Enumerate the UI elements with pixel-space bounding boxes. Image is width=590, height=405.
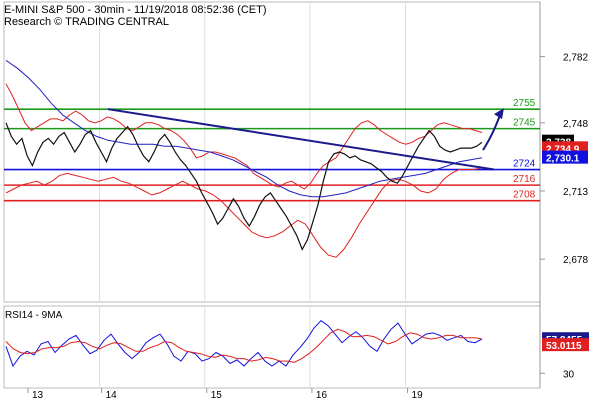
rsi-ma-value-box <box>542 338 589 352</box>
level-labels: 2755 2745 2724 2716 2708 <box>513 98 536 201</box>
rsi-ma-line <box>5 328 483 363</box>
price-tick-label: 2,748 <box>563 119 588 130</box>
price-tick-label: 2,678 <box>563 255 588 266</box>
rsi-ma-value-label: 53.0115 <box>546 341 582 352</box>
price-tick-label: 2,713 <box>563 187 588 198</box>
rsi-label: RSI14 - 9MA <box>5 310 63 321</box>
price-series <box>5 122 483 251</box>
moving-average-line <box>5 59 483 198</box>
price-tick-label: 2,782 <box>563 53 588 64</box>
time-tick-label: 15 <box>211 390 223 400</box>
time-axis: 13 14 15 16 19 <box>27 388 424 401</box>
level-label-2745: 2745 <box>513 118 536 129</box>
forecast-arrow <box>482 114 501 151</box>
lower-band <box>5 167 483 258</box>
bollinger-bands <box>5 83 483 258</box>
chart-title: E-MINI S&P 500 - 30min - 11/19/2018 08:5… <box>4 4 267 16</box>
level-label-2716: 2716 <box>513 174 536 185</box>
rsi-line <box>5 320 483 368</box>
level-label-2708: 2708 <box>513 190 536 201</box>
trendline <box>107 108 495 171</box>
time-tick-label: 19 <box>412 390 424 400</box>
forecast-arrow-head <box>494 108 504 120</box>
trendline-group <box>107 108 504 171</box>
last-price-label: 2,734.9 <box>546 144 580 155</box>
level-label-2724: 2724 <box>513 159 536 170</box>
time-tick-label: 13 <box>32 390 44 400</box>
moving-average <box>5 59 483 198</box>
level-label-2755: 2755 <box>513 98 536 109</box>
pivot-price-box <box>542 150 588 164</box>
price-line <box>5 122 483 251</box>
rsi-tick-label: 30 <box>563 369 575 380</box>
upper-band <box>5 83 483 190</box>
rsi-series: 3057.845553.0115 <box>5 320 589 380</box>
pivot-price-label: 2,730.1 <box>546 154 580 165</box>
time-tick-label: 14 <box>106 390 118 400</box>
grid <box>99 2 407 388</box>
time-tick-label: 16 <box>316 390 328 400</box>
chart-subtitle: Research © TRADING CENTRAL <box>4 16 169 28</box>
